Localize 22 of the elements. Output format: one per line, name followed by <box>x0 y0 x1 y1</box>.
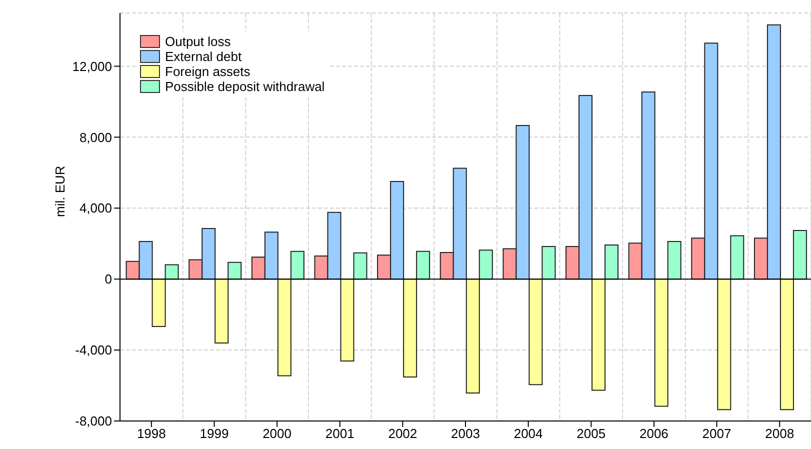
x-tick-label: 2006 <box>639 426 668 442</box>
legend-label: Foreign assets <box>165 64 250 79</box>
y-tick-label: 0 <box>104 272 112 287</box>
x-tick-label: 2000 <box>262 426 292 442</box>
legend-label: Possible deposit withdrawal <box>165 79 325 94</box>
x-tick-label: 1998 <box>136 426 166 442</box>
x-tick-label: 2007 <box>702 426 732 442</box>
y-axis-title: mil. EUR <box>52 166 68 217</box>
x-tick-label: 2005 <box>576 426 606 442</box>
x-tick-label: 2008 <box>765 426 794 442</box>
x-tick-label: 2003 <box>451 426 480 442</box>
y-tick-label: -4,000 <box>75 342 112 358</box>
y-tick-label: 4,000 <box>79 200 112 216</box>
x-tick-label: 2002 <box>388 426 418 442</box>
y-tick-label: 8,000 <box>79 130 112 145</box>
x-tick-label: 2004 <box>514 426 543 442</box>
y-tick-label: -8,000 <box>75 414 112 429</box>
legend-label: Output loss <box>165 34 231 49</box>
x-tick-label: 2001 <box>325 426 354 442</box>
y-tick-label: 12,000 <box>72 58 112 74</box>
legend-label: External debt <box>165 49 242 64</box>
x-tick-label: 1999 <box>200 426 229 442</box>
